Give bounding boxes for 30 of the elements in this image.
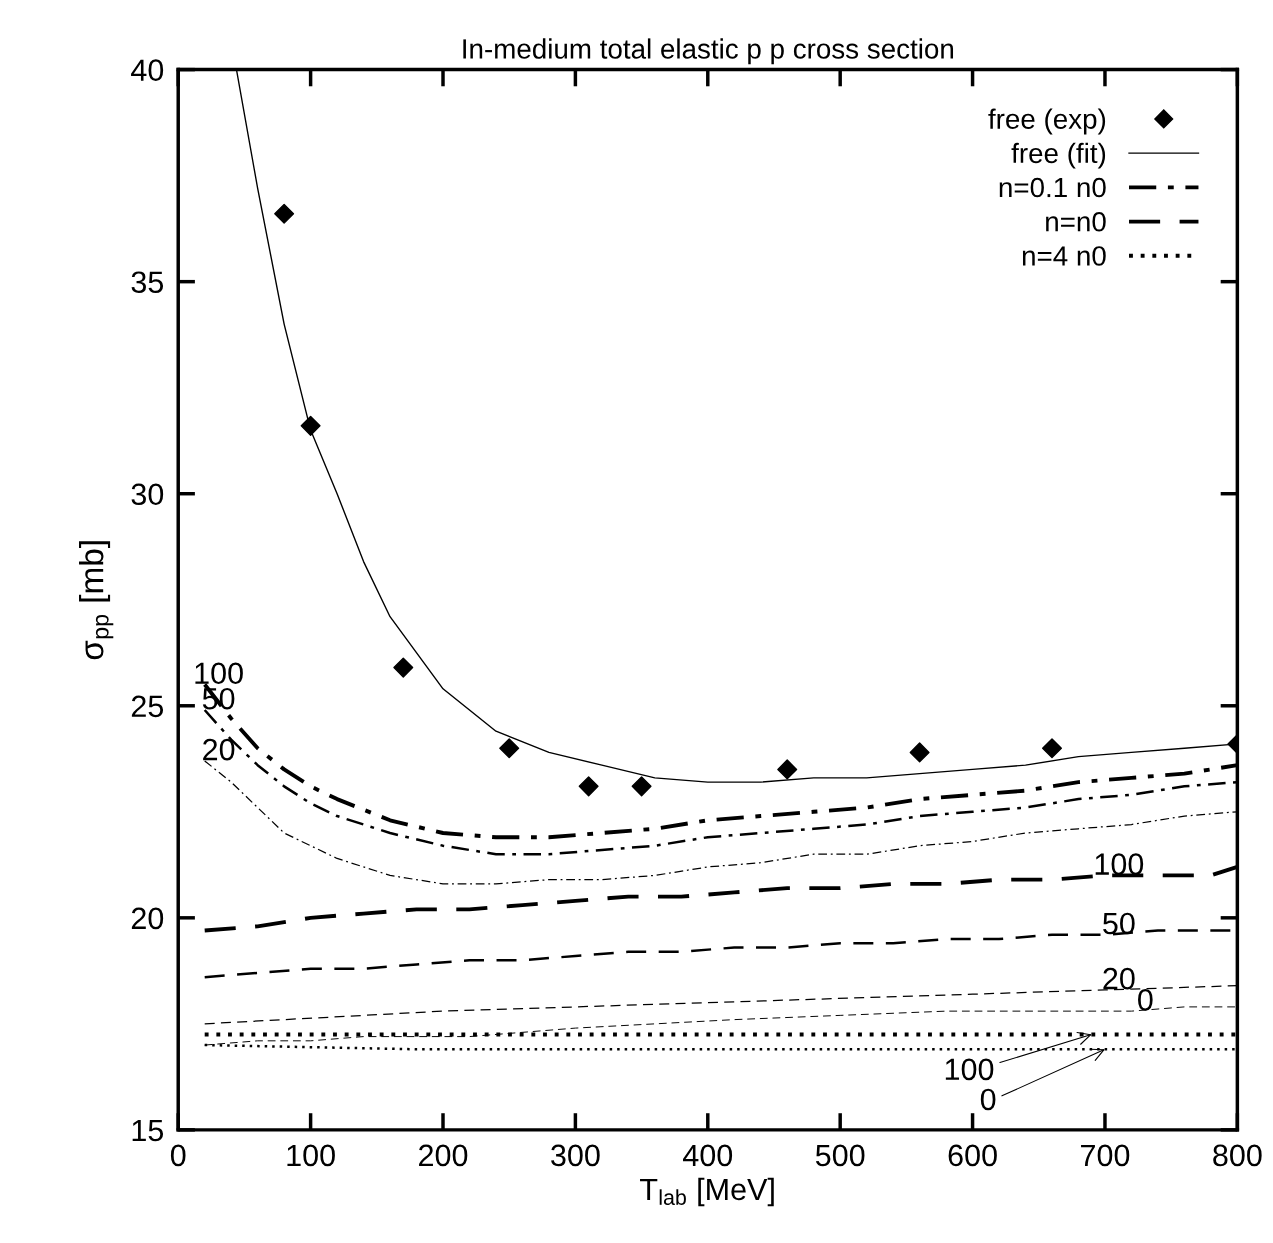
x-tick-label: 700	[1081, 1144, 1130, 1167]
legend-label: n=4 n0	[1022, 246, 1106, 266]
legend-label: n=n0	[1046, 211, 1106, 232]
x-tick-label: 200	[419, 1144, 468, 1167]
y-tick-label: 30	[131, 483, 164, 506]
annotation: 0	[980, 1088, 996, 1111]
legend-label: n=0.1 n0	[999, 177, 1106, 198]
annotation: 100	[195, 662, 243, 685]
y-tick-label: 35	[131, 271, 164, 294]
annotation: 20	[1103, 967, 1135, 990]
y-tick-label: 25	[131, 695, 164, 718]
annotation: 0	[1138, 989, 1153, 1011]
annotation: 100	[1095, 853, 1144, 875]
annotation: 20	[203, 738, 235, 761]
annotation: 100	[945, 1058, 994, 1081]
x-tick-label: 0	[170, 1144, 186, 1167]
legend-label: free (fit)	[1011, 142, 1106, 169]
y-tick-label: 20	[131, 907, 164, 930]
x-tick-label: 600	[948, 1144, 997, 1167]
x-tick-label: 100	[287, 1144, 335, 1167]
y-tick-label: 40	[131, 59, 164, 81]
x-axis-title: T$_{lab}$ [MeV]	[640, 1177, 774, 1207]
x-tick-label: 800	[1213, 1144, 1262, 1167]
x-tick-label: 400	[683, 1144, 733, 1167]
legend-label: free (exp)	[988, 108, 1106, 135]
x-tick-label: 300	[551, 1144, 600, 1167]
x-tick-label: 500	[815, 1144, 865, 1167]
chart-title: In-medium total elastic p p cross section	[463, 38, 954, 65]
y-axis-title: σ$_{pp}$ [mb]	[79, 541, 114, 660]
y-tick-label: 15	[132, 1119, 164, 1142]
